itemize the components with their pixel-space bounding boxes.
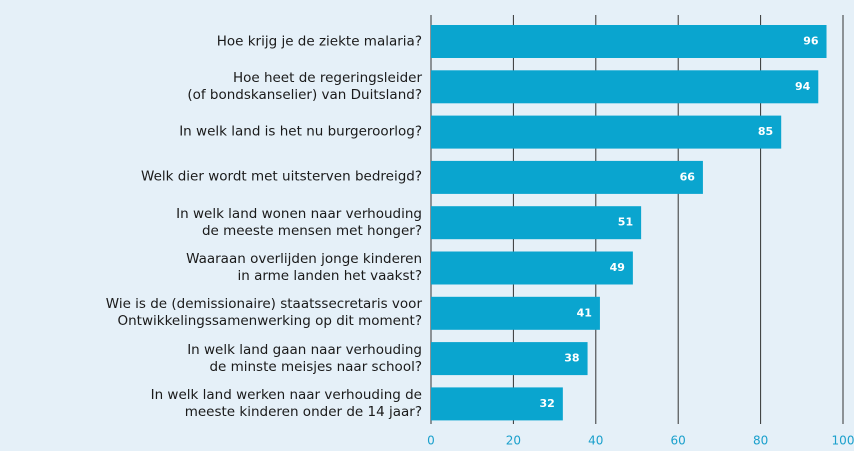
value-label: 38 [564,352,579,365]
category-label: In welk land wonen naar verhouding de me… [176,205,422,239]
x-tick-label: 60 [671,434,686,448]
value-label: 41 [577,306,592,319]
value-label: 96 [803,35,819,48]
bar [431,160,703,194]
category-label: Hoe krijg je de ziekte malaria? [216,33,422,49]
category-label: Welk dier wordt met uitsterven bedreigd? [141,168,422,185]
bar [431,251,633,285]
bar [431,296,600,330]
x-tick-label: 100 [832,434,854,448]
category-label: Wie is de (demissionaire) staatssecretar… [105,296,422,330]
category-label: Waaraan overlijden jonge kinderen in arm… [186,251,422,284]
bar [431,25,827,58]
value-label: 66 [680,170,696,183]
category-label: In welk land gaan naar verhouding de min… [187,341,422,375]
x-tick-label: 80 [753,434,768,448]
category-label: In welk land werken naar verhouding de m… [150,386,422,420]
value-label: 85 [758,125,773,138]
bar [431,342,588,376]
value-label: 49 [610,261,625,274]
bar [431,115,782,149]
category-label: In welk land is het nu burgeroorlog? [179,123,422,140]
bar [431,70,819,104]
category-label: Hoe heet de regeringsleider (of bondskan… [187,69,422,103]
x-tick-label: 40 [588,434,603,448]
bar [431,387,563,421]
x-tick-label: 20 [506,434,521,448]
value-label: 51 [618,216,633,229]
x-tick-label: 0 [427,434,435,448]
bar [431,206,642,240]
value-label: 32 [540,397,555,410]
value-label: 94 [795,80,811,93]
